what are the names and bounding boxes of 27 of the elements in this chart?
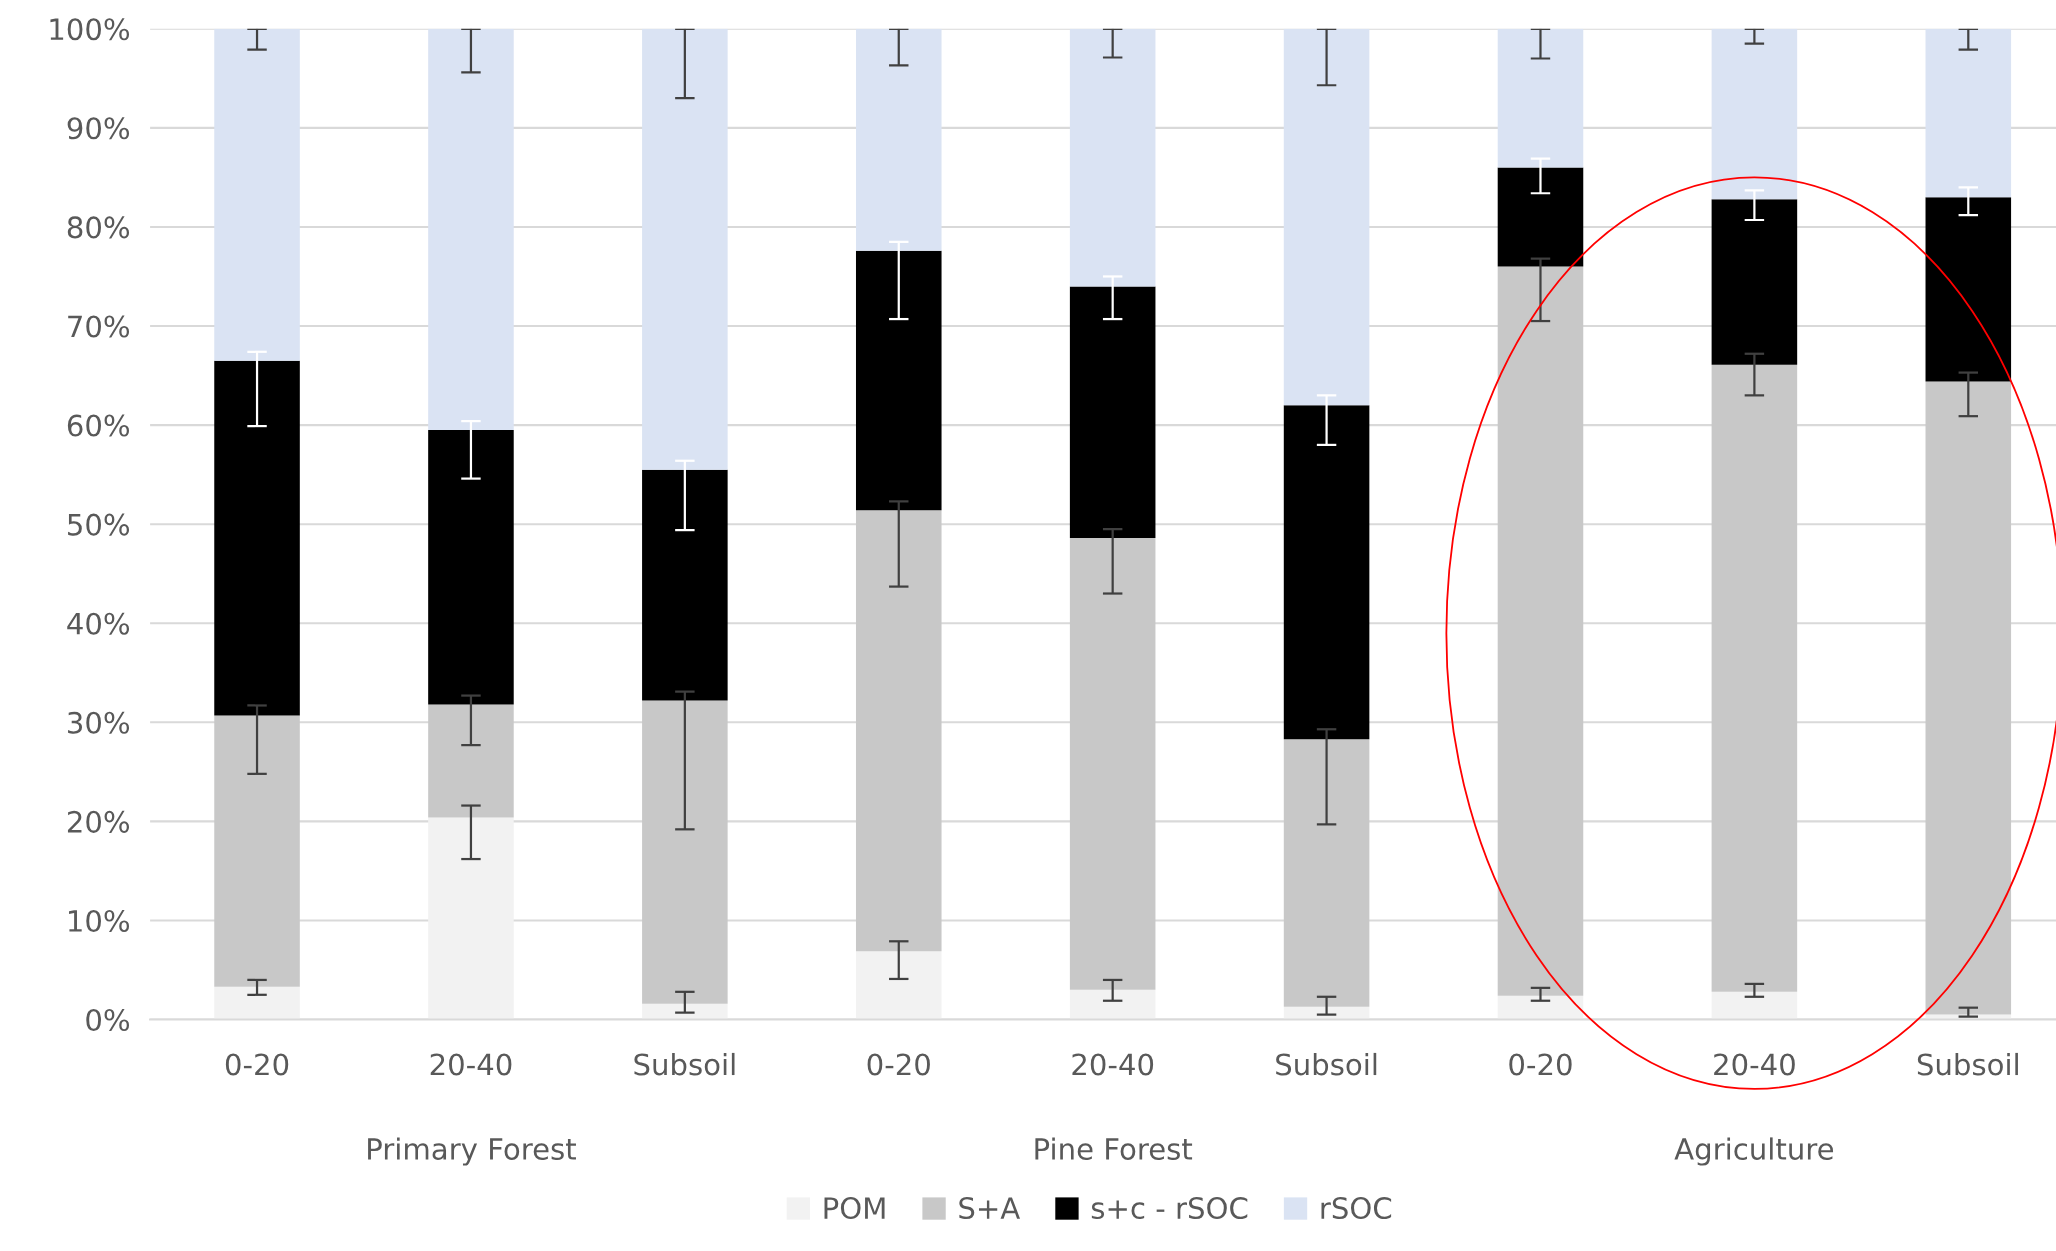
- x-tick-label: 20-40: [1714, 1053, 1795, 1076]
- y-tick-label: 90%: [67, 117, 130, 140]
- y-tick-label: 40%: [67, 612, 130, 635]
- y-tick-label: 70%: [68, 315, 130, 338]
- y-tick-label: 50%: [68, 513, 130, 536]
- legend-label: s+c - rSOC: [1091, 1197, 1248, 1220]
- legend-label: rSOC: [1321, 1197, 1392, 1220]
- x-tick-label: 0-20: [225, 1053, 289, 1076]
- x-tick-label: 20-40: [430, 1053, 512, 1076]
- y-tick-label: 100%: [50, 18, 130, 41]
- y-tick-label: 20%: [67, 810, 130, 833]
- text: Agriculture: [1674, 1137, 1834, 1166]
- x-tick-label: 0-20: [867, 1053, 930, 1076]
- text: Pine Forest: [1035, 1137, 1193, 1160]
- x-tick-label: 20-40: [1072, 1053, 1154, 1076]
- y-tick-label: 10%: [69, 909, 130, 932]
- y-tick-label: 60%: [67, 414, 130, 437]
- x-tick-label: 0-20: [1509, 1053, 1572, 1076]
- y-tick-label: 30%: [68, 711, 130, 734]
- y-tick-label: 80%: [67, 216, 130, 239]
- legend-label: POM: [824, 1197, 885, 1220]
- legend-label: S+A: [959, 1197, 1021, 1220]
- x-tick-label: Subsoil: [1276, 1052, 1377, 1076]
- y-tick-label: 0%: [86, 1009, 130, 1032]
- x-tick-label: Subsoil: [1917, 1052, 2018, 1076]
- x-tick-label: Subsoil: [634, 1052, 735, 1076]
- text: Primary Forest: [368, 1137, 576, 1166]
